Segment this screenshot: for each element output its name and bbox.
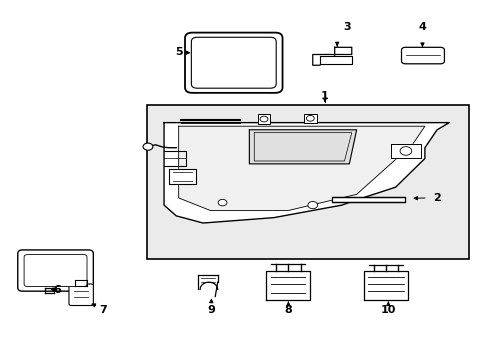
FancyBboxPatch shape [184,33,282,93]
Text: 7: 7 [99,305,107,315]
Polygon shape [249,130,356,164]
FancyBboxPatch shape [191,37,276,88]
Text: 9: 9 [207,305,215,315]
FancyBboxPatch shape [24,255,87,287]
Circle shape [218,199,226,206]
Circle shape [307,202,317,209]
Circle shape [399,147,411,155]
FancyBboxPatch shape [18,250,93,291]
Polygon shape [266,271,310,300]
FancyBboxPatch shape [69,284,93,306]
Text: 2: 2 [432,193,440,203]
Polygon shape [331,197,405,202]
Text: 5: 5 [175,46,182,57]
FancyBboxPatch shape [401,47,444,64]
Polygon shape [320,55,351,64]
Circle shape [306,116,314,121]
Circle shape [260,116,267,122]
Polygon shape [178,126,424,211]
Polygon shape [163,123,448,223]
Polygon shape [390,144,420,158]
Bar [147,105,468,259]
Polygon shape [363,271,407,300]
Text: 10: 10 [380,305,395,315]
Text: 1: 1 [321,91,328,101]
Text: 6: 6 [53,285,61,296]
Polygon shape [312,47,351,65]
Bar [257,114,270,124]
Text: 3: 3 [343,22,350,32]
Bar [304,114,316,123]
Text: 4: 4 [418,22,426,32]
Text: 8: 8 [284,305,292,315]
Circle shape [143,143,153,150]
Polygon shape [168,169,195,184]
